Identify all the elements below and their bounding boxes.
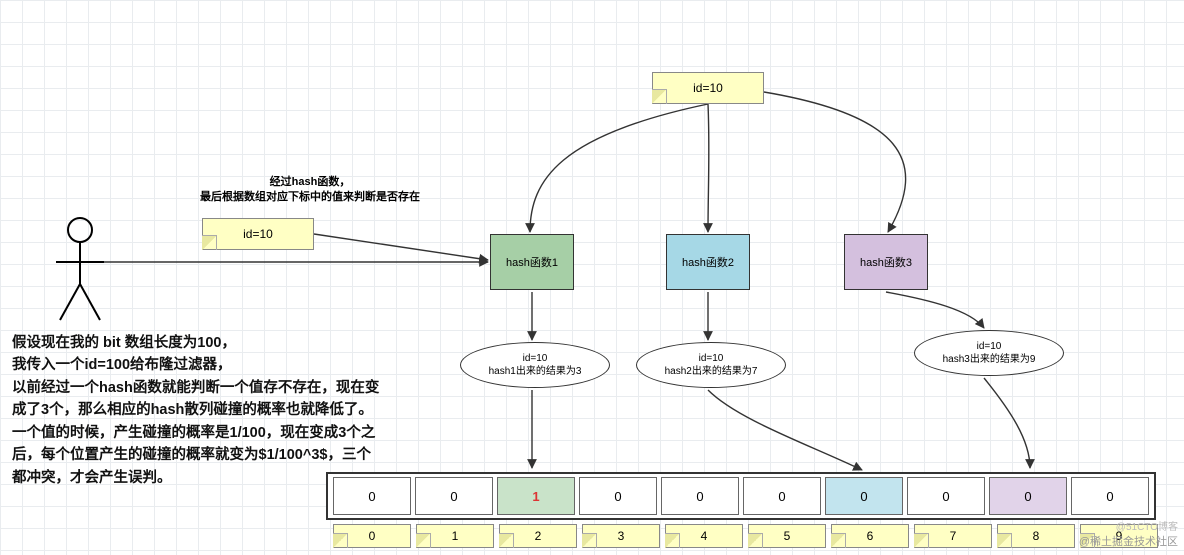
index-label-4: 4 bbox=[665, 524, 743, 548]
bit-cell-1: 0 bbox=[415, 477, 493, 515]
para-l5: 一个值的时候，产生碰撞的概率是1/100，现在变成3个之 bbox=[12, 422, 437, 444]
watermark: @稀土掘金技术社区 bbox=[1079, 533, 1178, 549]
hash-note-line1: 经过hash函数， bbox=[200, 175, 420, 190]
result-ellipse-2: id=10 hash2出来的结果为7 bbox=[636, 342, 786, 388]
hash-box-2: hash函数2 bbox=[666, 234, 750, 290]
bit-cell-3: 0 bbox=[579, 477, 657, 515]
para-l4: 成了3个，那么相应的hash散列碰撞的概率也就降低了。 bbox=[12, 399, 437, 421]
index-label-5: 5 bbox=[748, 524, 826, 548]
edge-0 bbox=[530, 104, 708, 232]
sticky-top-text: id=10 bbox=[693, 81, 723, 95]
index-label-6: 6 bbox=[831, 524, 909, 548]
explanation-paragraph: 假设现在我的 bit 数组长度为100， 我传入一个id=100给布隆过滤器， … bbox=[12, 332, 437, 489]
edge-1 bbox=[708, 104, 709, 232]
bit-cell-6: 0 bbox=[825, 477, 903, 515]
hash-note-line2: 最后根据数组对应下标中的值来判断是否存在 bbox=[200, 190, 420, 205]
stick-figure bbox=[50, 216, 110, 331]
hash-box-3: hash函数3 bbox=[844, 234, 928, 290]
edge-7 bbox=[886, 292, 984, 328]
index-label-3: 3 bbox=[582, 524, 660, 548]
index-label-0: 0 bbox=[333, 524, 411, 548]
hash-note: 经过hash函数， 最后根据数组对应下标中的值来判断是否存在 bbox=[200, 175, 420, 205]
edge-2 bbox=[764, 92, 906, 232]
index-label-7: 7 bbox=[914, 524, 992, 548]
para-l1: 假设现在我的 bit 数组长度为100， bbox=[12, 332, 437, 354]
hash-box-1: hash函数1 bbox=[490, 234, 574, 290]
sticky-left-id: id=10 bbox=[202, 218, 314, 250]
index-label-8: 8 bbox=[997, 524, 1075, 548]
bit-cell-5: 0 bbox=[743, 477, 821, 515]
edge-9 bbox=[708, 390, 862, 470]
bit-cell-4: 0 bbox=[661, 477, 739, 515]
bit-cell-9: 0 bbox=[1071, 477, 1149, 515]
bit-array: 0010000000 bbox=[326, 472, 1156, 520]
edge-3 bbox=[314, 234, 488, 260]
para-l3: 以前经过一个hash函数就能判断一个值存不存在，现在变 bbox=[12, 377, 437, 399]
para-l2: 我传入一个id=100给布隆过滤器， bbox=[12, 354, 437, 376]
bit-cell-0: 0 bbox=[333, 477, 411, 515]
sticky-top-id: id=10 bbox=[652, 72, 764, 104]
result-ellipse-1: id=10 hash1出来的结果为3 bbox=[460, 342, 610, 388]
result-ellipse-3: id=10 hash3出来的结果为9 bbox=[914, 330, 1064, 376]
sticky-left-text: id=10 bbox=[243, 227, 273, 241]
bit-cell-7: 0 bbox=[907, 477, 985, 515]
bit-cell-8: 0 bbox=[989, 477, 1067, 515]
para-l6: 后，每个位置产生的碰撞的概率就变为$1/100^3$，三个 bbox=[12, 444, 437, 466]
watermark-faint: @51CTO博客 bbox=[1116, 518, 1178, 533]
edge-10 bbox=[984, 378, 1030, 468]
index-label-1: 1 bbox=[416, 524, 494, 548]
index-label-2: 2 bbox=[499, 524, 577, 548]
bit-cell-2: 1 bbox=[497, 477, 575, 515]
